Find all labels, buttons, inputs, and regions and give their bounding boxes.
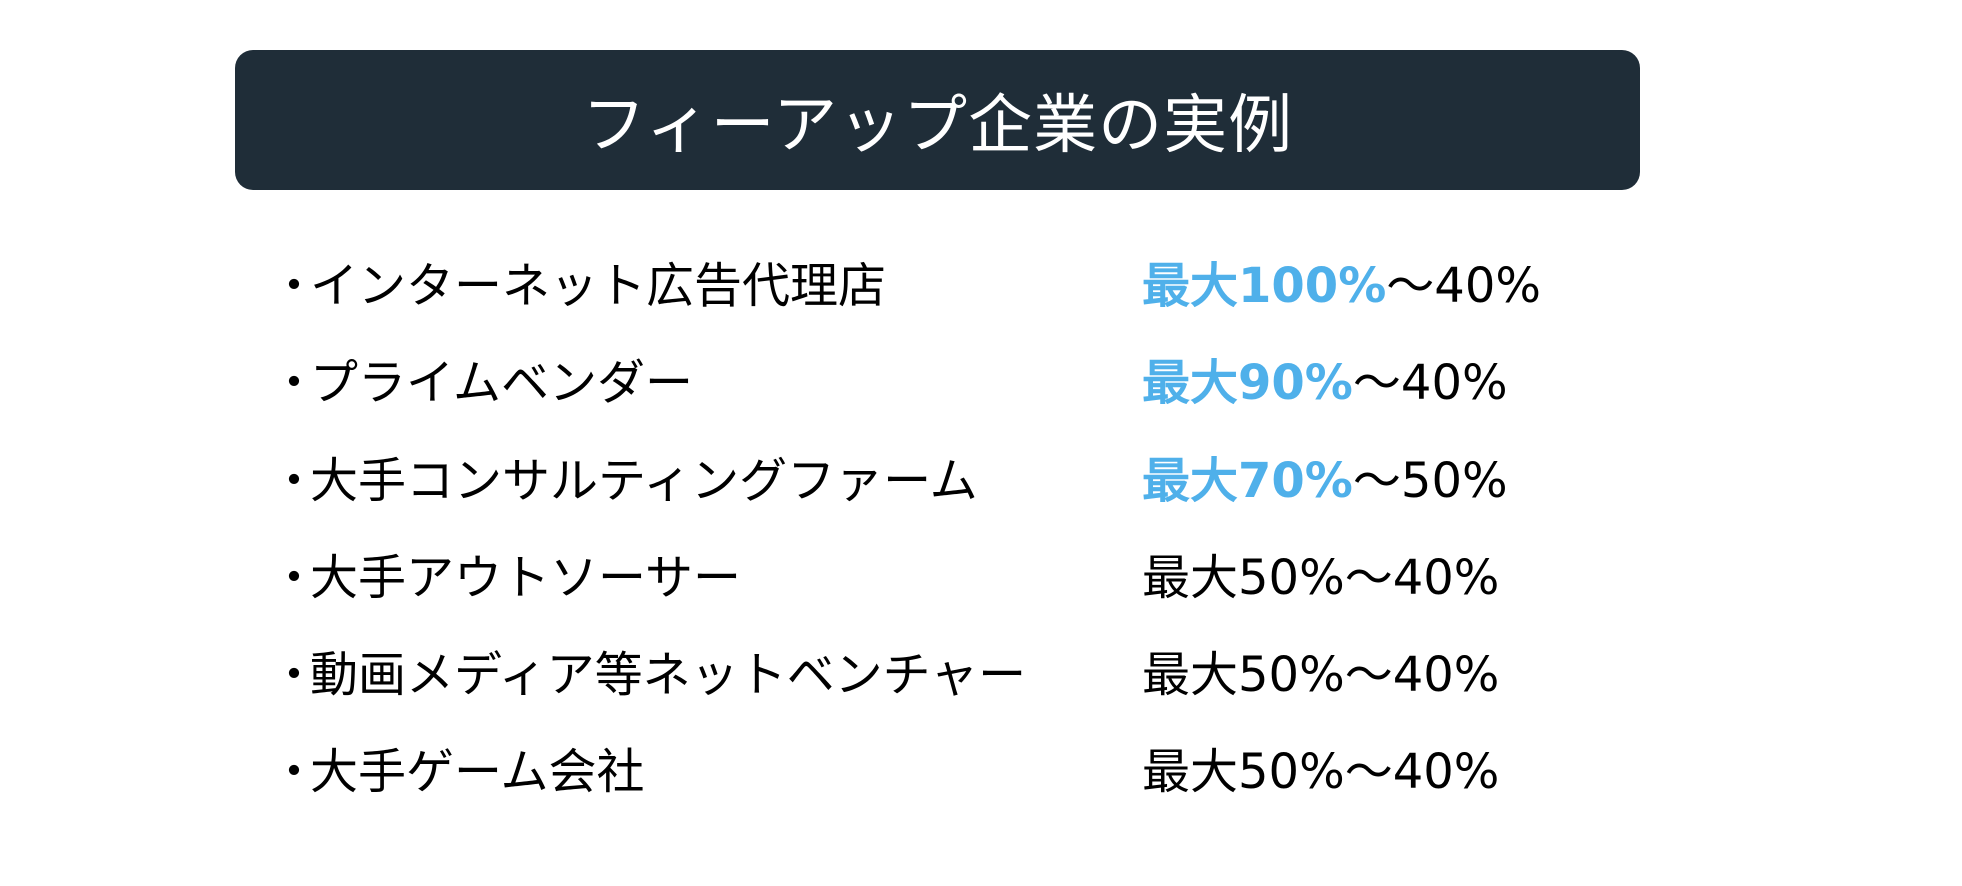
fee-rest: ～50% [1352, 452, 1508, 509]
fee-max-highlight: 最大90% [1142, 354, 1353, 411]
company-type: 大手コンサルティングファーム [310, 452, 978, 509]
fee-max-highlight: 最大100% [1142, 257, 1387, 314]
bullet: ・ [270, 257, 319, 314]
fee-rate: 最大50%～40% [1142, 549, 1500, 606]
list-item: ・ プライムベンダー 最大90%～40% [270, 329, 1770, 426]
fee-rate: 最大90%～40% [1142, 343, 1508, 413]
bullet: ・ [270, 549, 319, 606]
fee-rate: 最大50%～40% [1142, 743, 1500, 800]
list-item: ・ 動画メディア等ネットベンチャー 最大50%～40% [270, 621, 1770, 718]
fee-rest: ～40% [1386, 257, 1541, 314]
fee-rate: 最大50%～40% [1142, 646, 1500, 703]
company-type: 動画メディア等ネットベンチャー [310, 646, 1027, 703]
company-type: インターネット広告代理店 [310, 257, 887, 314]
list-item: ・ 大手アウトソーサー 最大50%～40% [270, 524, 1770, 621]
fee-rate: 最大70%～50% [1142, 441, 1508, 511]
title-banner: フィーアップ企業の実例 [235, 50, 1640, 190]
bullet: ・ [270, 354, 319, 411]
fee-rest: ～40% [1352, 354, 1508, 411]
bullet: ・ [270, 743, 319, 800]
bullet: ・ [270, 646, 319, 703]
list-item: ・ インターネット広告代理店 最大100%～40% [270, 232, 1770, 329]
page-title: フィーアップ企業の実例 [581, 89, 1294, 163]
company-type: 大手ゲーム会社 [310, 743, 645, 800]
company-type: 大手アウトソーサー [310, 549, 742, 606]
fee-rate: 最大100%～40% [1142, 246, 1541, 316]
list-item: ・ 大手ゲーム会社 最大50%～40% [270, 718, 1770, 815]
list-item: ・ 大手コンサルティングファーム 最大70%～50% [270, 427, 1770, 524]
fee-max-highlight: 最大70% [1142, 452, 1353, 509]
company-type: プライムベンダー [310, 354, 694, 411]
bullet: ・ [270, 452, 319, 509]
